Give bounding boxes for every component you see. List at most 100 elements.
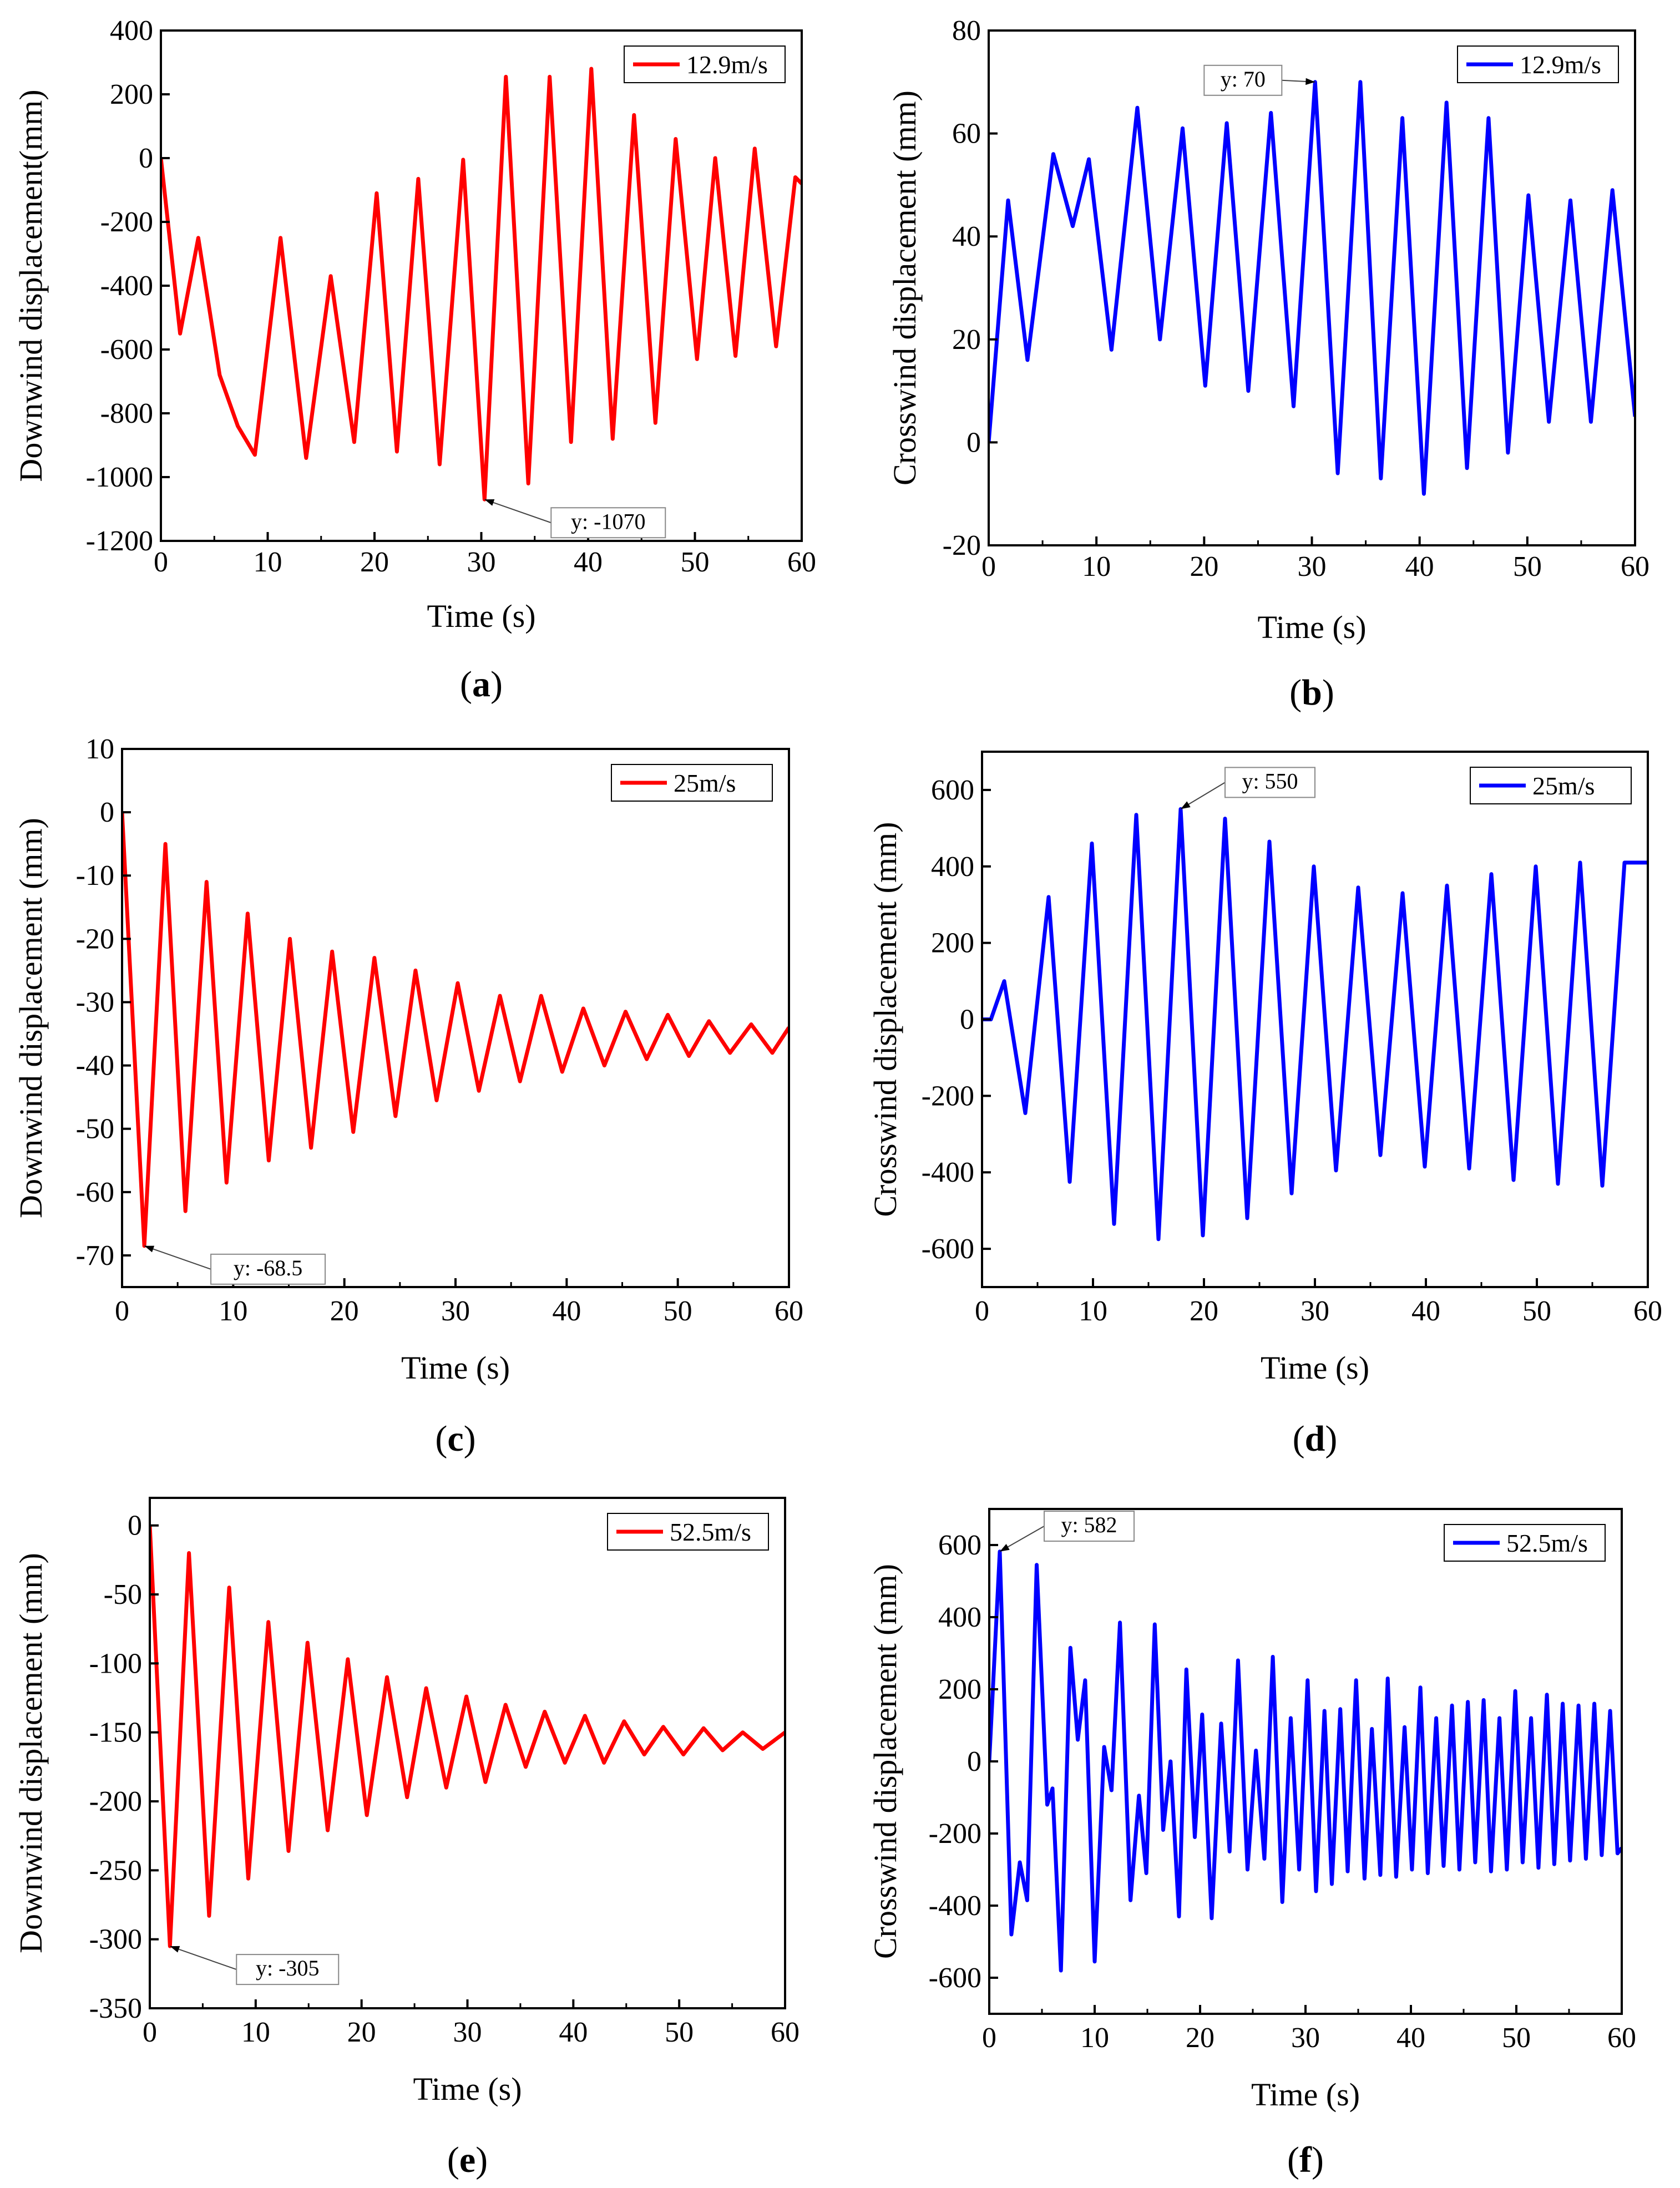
series-line-52.5m/s	[989, 1549, 1622, 1973]
annotation-leader	[144, 1245, 211, 1270]
y-tick-label: 0	[960, 1004, 974, 1036]
x-tick-label: 40	[1405, 551, 1434, 583]
annotation-box	[236, 1954, 340, 1986]
legend-label: 25m/s	[674, 769, 736, 797]
x-tick-label: 40	[559, 2017, 588, 2048]
x-axis-title: Time (s)	[1257, 609, 1366, 645]
y-tick-label: 200	[938, 1674, 981, 1705]
chart-panel-a: 0 10 20 30 40 50 60 -1200 -1000 -800 -600 -400 -200 0…	[13, 15, 816, 705]
caption-letter: d	[1305, 1419, 1325, 1459]
x-tick-label: 20	[1186, 2022, 1215, 2054]
caption-paren-open: (	[435, 1419, 447, 1459]
annotation-arrowhead	[1181, 801, 1191, 809]
annotation-leader	[169, 1946, 237, 1971]
x-tick-label: 10	[1080, 2022, 1109, 2054]
x-tick-label: 0	[143, 2017, 157, 2048]
caption-paren-close: )	[1325, 1419, 1337, 1459]
annotation-arrowhead	[1000, 1544, 1010, 1552]
y-tick-label: -400	[929, 1890, 981, 1922]
caption-paren-close: )	[475, 2140, 488, 2180]
x-tick-label: 40	[1396, 2022, 1425, 2054]
annotation-arrowhead	[1305, 78, 1315, 85]
annotation-label: y: -305	[256, 1956, 319, 1981]
y-tick-label: 0	[967, 1746, 981, 1777]
x-tick-label: 0	[981, 551, 996, 583]
x-tick-label: 30	[441, 1295, 470, 1327]
y-tick-label: -600	[929, 1962, 981, 1994]
chart-panel-d: 0 10 20 30 40 50 60 -600 -400 -200 0 200 400 600 Time …	[867, 751, 1662, 1459]
plot-frame	[988, 29, 1636, 546]
y-tick-label: -1200	[86, 525, 153, 557]
annotation-label: y: 582	[1061, 1512, 1117, 1537]
y-tick-label: 80	[952, 15, 981, 47]
y-axis-title: Downwind displacement (mm)	[13, 818, 49, 1218]
x-tick-label: 10	[1079, 1295, 1107, 1327]
y-tick-label: 200	[110, 79, 153, 110]
panel-caption: (b)	[1289, 672, 1334, 713]
annotation-label: y: -68.5	[234, 1255, 302, 1280]
x-tick-label: 50	[681, 546, 710, 578]
y-tick-label: -800	[100, 398, 153, 429]
y-tick-label: -70	[76, 1240, 114, 1272]
caption-paren-close: )	[490, 664, 503, 705]
x-axis-title: Time (s)	[413, 2071, 522, 2107]
caption-paren-close: )	[464, 1419, 476, 1459]
y-axis-title: Crosswind displacement (mm)	[887, 90, 923, 485]
x-tick-label: 10	[254, 546, 282, 578]
y-tick-label: -400	[922, 1157, 974, 1188]
x-tick-label: 30	[1298, 551, 1327, 583]
y-tick-label: -200	[929, 1818, 981, 1850]
caption-letter: b	[1302, 672, 1322, 713]
legend-label: 12.9m/s	[686, 50, 768, 79]
caption-letter: f	[1299, 2140, 1312, 2180]
y-tick-label: 600	[938, 1529, 981, 1561]
y-axis-title: Downwind displacement (mm)	[13, 1553, 49, 1953]
x-tick-label: 20	[360, 546, 389, 578]
x-tick-label: 50	[1513, 551, 1542, 583]
panel-caption: (a)	[460, 664, 503, 705]
annotation-leader	[484, 499, 551, 524]
x-axis-title: Time (s)	[401, 1350, 510, 1386]
x-tick-label: 60	[775, 1295, 803, 1327]
series-line-12.9m/s	[989, 80, 1635, 496]
y-tick-label: -600	[922, 1233, 974, 1265]
x-tick-label: 60	[1633, 1295, 1662, 1327]
x-tick-label: 40	[1411, 1295, 1440, 1327]
panel-caption: (d)	[1293, 1419, 1338, 1459]
y-tick-label: 10	[85, 733, 114, 765]
annotation-label: y: 70	[1221, 67, 1266, 92]
legend-label: 52.5m/s	[1506, 1529, 1588, 1557]
x-tick-label: 0	[982, 2022, 996, 2054]
x-tick-label: 20	[347, 2017, 376, 2048]
series-line-25m/s	[122, 812, 789, 1248]
x-tick-label: 30	[467, 546, 496, 578]
x-tick-label: 40	[552, 1295, 581, 1327]
plot-frame	[981, 751, 1649, 1288]
chart-panel-f: 0 10 20 30 40 50 60 -600 -400 -200 0 200 400 600 Time …	[867, 1508, 1636, 2180]
chart-panel-c: 0 10 20 30 40 50 60 -70 -60 -50 -40 -30 -20 -10 0 10 Tim…	[13, 733, 803, 1459]
y-tick-label: -350	[89, 1993, 142, 2024]
y-tick-label: -100	[89, 1648, 142, 1679]
legend-label: 52.5m/s	[670, 1518, 751, 1546]
y-tick-label: 0	[966, 427, 981, 458]
legend-label: 12.9m/s	[1520, 50, 1601, 79]
y-tick-label: -300	[89, 1924, 142, 1956]
annotation-box	[210, 1253, 326, 1285]
x-tick-label: 30	[1301, 1295, 1329, 1327]
y-tick-label: -250	[89, 1855, 142, 1886]
caption-paren-open: (	[447, 2140, 459, 2180]
caption-paren-open: (	[1293, 1419, 1305, 1459]
panel-caption: (f)	[1287, 2140, 1324, 2180]
x-tick-label: 30	[1291, 2022, 1320, 2054]
x-tick-label: 10	[241, 2017, 270, 2048]
series-line-52.5m/s	[150, 1525, 785, 1948]
x-axis-title: Time (s)	[1261, 1350, 1369, 1386]
y-axis-title: Crosswind displacement (mm)	[867, 1564, 903, 1959]
caption-paren-close: )	[1322, 672, 1334, 713]
annotation-label: y: -1070	[571, 509, 645, 534]
y-tick-label: 0	[128, 1510, 142, 1542]
y-tick-label: -1000	[86, 462, 153, 493]
caption-paren-close: )	[1312, 2140, 1324, 2180]
caption-paren-open: (	[460, 664, 472, 705]
